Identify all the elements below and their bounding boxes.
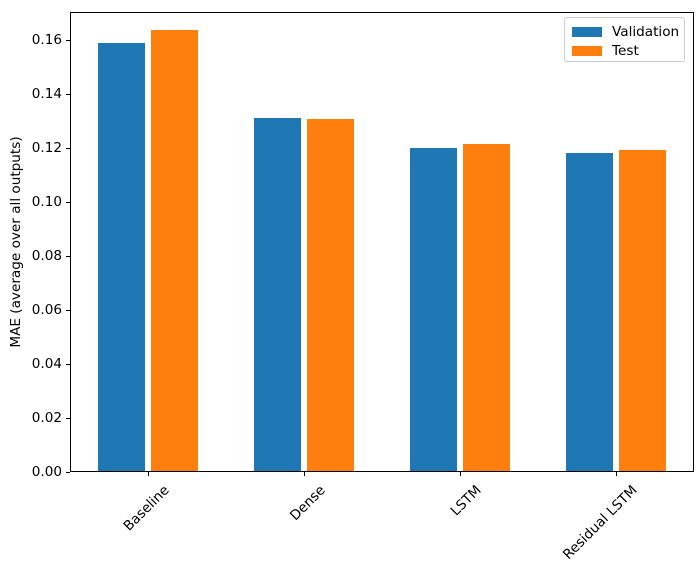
- y-tick-label: 0.10: [31, 194, 62, 211]
- y-tick-label: 0.06: [31, 302, 62, 319]
- x-tick-label-baseline: Baseline: [120, 482, 173, 535]
- y-tick-mark: [66, 93, 70, 95]
- y-tick-mark: [66, 255, 70, 257]
- x-tick-mark: [616, 472, 617, 476]
- x-tick-mark: [460, 472, 461, 476]
- legend-item-test: Test: [572, 43, 684, 59]
- y-tick-label: 0.02: [31, 410, 62, 426]
- y-tick-mark: [66, 417, 70, 419]
- x-tick-mark: [304, 472, 305, 476]
- bar-validation-dense: [254, 118, 301, 472]
- y-tick-label: 0.12: [31, 140, 62, 157]
- y-tick-mark: [66, 471, 70, 473]
- legend-swatch-icon: [572, 27, 602, 37]
- bar-test-lstm: [463, 144, 510, 472]
- y-axis-label: MAE (average over all outputs): [8, 136, 24, 348]
- y-tick-mark: [66, 39, 70, 41]
- bar-validation-residual-lstm: [566, 152, 613, 472]
- legend-swatch-icon: [572, 46, 602, 56]
- x-tick-label-dense: Dense: [286, 482, 329, 524]
- x-tick-label-lstm: LSTM: [447, 482, 485, 520]
- x-tick-mark: [148, 472, 149, 476]
- y-tick-mark: [66, 147, 70, 149]
- y-tick-mark: [66, 201, 70, 203]
- bar-test-residual-lstm: [619, 150, 666, 472]
- bar-test-baseline: [151, 29, 198, 472]
- bar-validation-lstm: [410, 148, 457, 472]
- bar-test-dense: [307, 119, 354, 472]
- x-tick-label-residual-lstm: Residual LSTM: [560, 482, 641, 563]
- legend: Validation Test: [564, 17, 685, 62]
- legend-label: Validation: [612, 24, 680, 40]
- y-tick-label: 0.16: [31, 32, 62, 49]
- bar-validation-baseline: [98, 43, 145, 472]
- y-tick-mark: [66, 363, 70, 365]
- y-tick-label: 0.00: [31, 464, 62, 480]
- y-tick-label: 0.14: [31, 86, 62, 103]
- y-tick-label: 0.04: [31, 356, 62, 373]
- y-tick-label: 0.08: [31, 248, 62, 265]
- y-tick-mark: [66, 309, 70, 311]
- legend-label: Test: [612, 43, 639, 59]
- legend-item-validation: Validation: [572, 24, 684, 40]
